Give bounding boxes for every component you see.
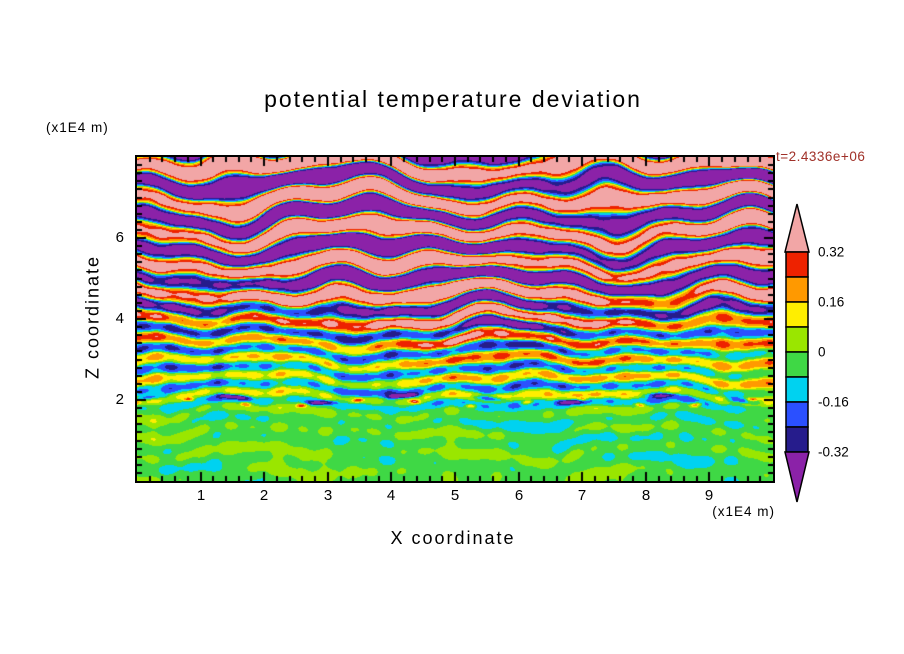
colorbar-tick-label: -0.16: [818, 395, 849, 410]
colorbar-segment: [785, 301, 809, 328]
x-tick-label: 7: [577, 487, 587, 504]
colorbar-segment: [785, 401, 809, 428]
colorbar-over-arrow: [784, 203, 810, 253]
colorbar-segment: [785, 351, 809, 378]
y-axis-unit-label: (x1E4 m): [46, 120, 109, 135]
x-tick-label: 8: [641, 487, 651, 504]
x-axis-title: X coordinate: [390, 528, 516, 548]
y-tick-label: 2: [115, 391, 124, 408]
y-tick-label: 4: [115, 310, 124, 327]
y-tick-label: 6: [115, 229, 124, 246]
colorbar-svg: 0.32 0.16 0 -0.16 -0.32: [784, 203, 849, 503]
x-tick-label: 2: [259, 487, 269, 504]
x-tick-label: 9: [704, 487, 714, 504]
x-axis-unit-label: (x1E4 m): [712, 504, 775, 519]
colorbar-segment: [785, 426, 809, 453]
x-tick-label: 6: [514, 487, 524, 504]
chart-title: potential temperature deviation: [264, 86, 642, 112]
colorbar-segment: [785, 251, 809, 278]
colorbar-segment: [785, 376, 809, 403]
plot-frame: [135, 155, 775, 483]
heatmap-canvas: [137, 157, 773, 481]
colorbar-under-arrow: [784, 451, 810, 503]
x-tick-label: 1: [196, 487, 206, 504]
colorbar-segment: [785, 276, 809, 303]
x-tick-label: 4: [386, 487, 396, 504]
time-label: t=2.4336e+06: [776, 149, 866, 164]
colorbar-segment: [785, 326, 809, 353]
colorbar-tick-label: 0.16: [818, 295, 844, 310]
colorbar-tick-label: 0: [818, 345, 826, 360]
colorbar-tick-label: 0.32: [818, 245, 844, 260]
x-tick-label: 5: [450, 487, 460, 504]
x-tick-label: 3: [323, 487, 333, 504]
colorbar: 0.32 0.16 0 -0.16 -0.32: [782, 202, 904, 504]
colorbar-tick-label: -0.32: [818, 445, 849, 460]
